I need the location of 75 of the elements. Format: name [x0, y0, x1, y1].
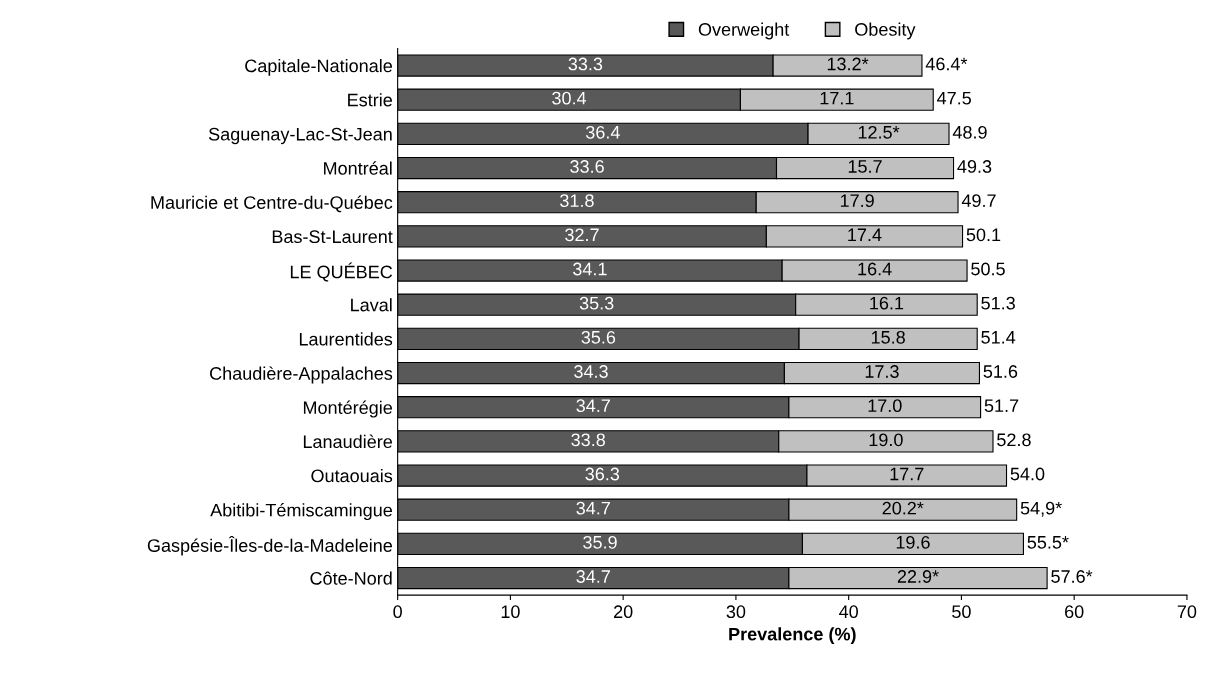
y-tick-label: Montérégie	[303, 400, 392, 418]
data-label: 17.0	[868, 399, 902, 413]
data-label: 33.8	[571, 433, 605, 447]
total-label: 54,9*	[1020, 501, 1062, 517]
data-label: 32.7	[565, 228, 599, 242]
y-tick-label: Bas-St-Laurent	[272, 230, 393, 244]
y-tick-label: LE QUÉBEC	[290, 262, 393, 282]
y-tick-label: Saguenay-Lac-St-Jean	[208, 127, 392, 145]
total-label: 50.1	[966, 228, 1001, 242]
data-label: 13.2*	[827, 57, 869, 71]
y-tick-label: Mauricie et Centre-du-Québec	[151, 195, 393, 213]
total-label: 48.9	[952, 125, 987, 139]
data-label: 16.4	[858, 262, 892, 276]
total-label: 51.4	[981, 331, 1016, 344]
x-tick-label: 10	[501, 605, 520, 619]
data-label: 22.9*	[897, 570, 939, 583]
data-label: 31.8	[560, 194, 594, 208]
y-tick-label: Laval	[351, 298, 392, 312]
data-label: 12.5*	[858, 125, 900, 139]
x-tick-label: 0	[393, 605, 402, 619]
data-label: 15.8	[871, 330, 905, 344]
y-tick-label: Montréal	[324, 161, 392, 175]
y-tick-label: Outaouais	[311, 468, 393, 483]
data-label: 19.6	[896, 535, 930, 549]
data-label: 17.1	[820, 91, 854, 105]
data-label: 35.6	[581, 330, 616, 344]
data-label: 17.7	[890, 467, 924, 481]
x-tick-label: 50	[952, 605, 971, 619]
total-label: 51.3	[981, 296, 1015, 310]
data-label: 36.4	[585, 125, 620, 139]
data-label: 33.6	[570, 160, 604, 173]
total-label: 54.0	[1010, 467, 1045, 481]
data-label: 17.4	[848, 228, 882, 242]
x-tick-label: 20	[614, 605, 633, 619]
data-label: 17.9	[840, 194, 874, 208]
y-tick-label: Gaspésie-Îles-de-la-Madeleine	[147, 535, 392, 556]
x-tick-label: 70	[1177, 605, 1197, 619]
legend-label: Obesity	[855, 22, 916, 40]
data-label: 35.3	[579, 296, 614, 310]
total-label: 47.5	[937, 91, 971, 105]
data-label: 33.3	[568, 57, 603, 71]
total-label: 51.7	[984, 399, 1019, 413]
data-label: 30.4	[552, 91, 587, 105]
y-tick-label: Abitibi-Témiscamingue	[210, 503, 392, 521]
total-label: 49.7	[961, 194, 996, 208]
data-label: 34.7	[576, 501, 610, 515]
data-label: 20.2*	[882, 501, 924, 515]
data-label: 36.3	[585, 467, 620, 481]
y-tick-label: Côte-Nord	[310, 571, 392, 585]
total-label: 46.4*	[925, 57, 968, 71]
total-label: 51.6	[983, 365, 1018, 378]
total-label: 49.3	[957, 160, 992, 173]
x-tick-label: 30	[726, 605, 746, 619]
data-label: 35.9	[583, 535, 617, 549]
data-label: 17.3	[865, 365, 899, 378]
y-tick-label: Estrie	[348, 93, 392, 107]
data-label: 15.7	[848, 160, 882, 173]
data-label: 34.7	[576, 570, 610, 583]
data-label: 34.7	[576, 399, 610, 413]
x-axis-title: Prevalence (%)	[729, 627, 856, 645]
total-label: 57.6*	[1051, 570, 1093, 583]
y-tick-label: Laurentides	[299, 332, 393, 346]
y-tick-label: Capitale-Nationale	[245, 58, 392, 76]
total-label: 50.5	[971, 262, 1005, 276]
total-label: 52.8	[997, 433, 1031, 447]
x-tick-label: 40	[839, 605, 858, 619]
data-label: 34.3	[574, 365, 608, 378]
data-label: 34.1	[573, 262, 607, 276]
total-label: 55.5*	[1027, 536, 1069, 549]
data-label: 19.0	[869, 433, 903, 447]
data-label: 16.1	[870, 296, 904, 310]
y-tick-label: Lanaudière	[303, 434, 392, 449]
y-tick-label: Chaudière-Appalaches	[210, 366, 393, 384]
x-tick-label: 60	[1065, 605, 1084, 619]
legend-label: Overweight	[698, 22, 790, 40]
